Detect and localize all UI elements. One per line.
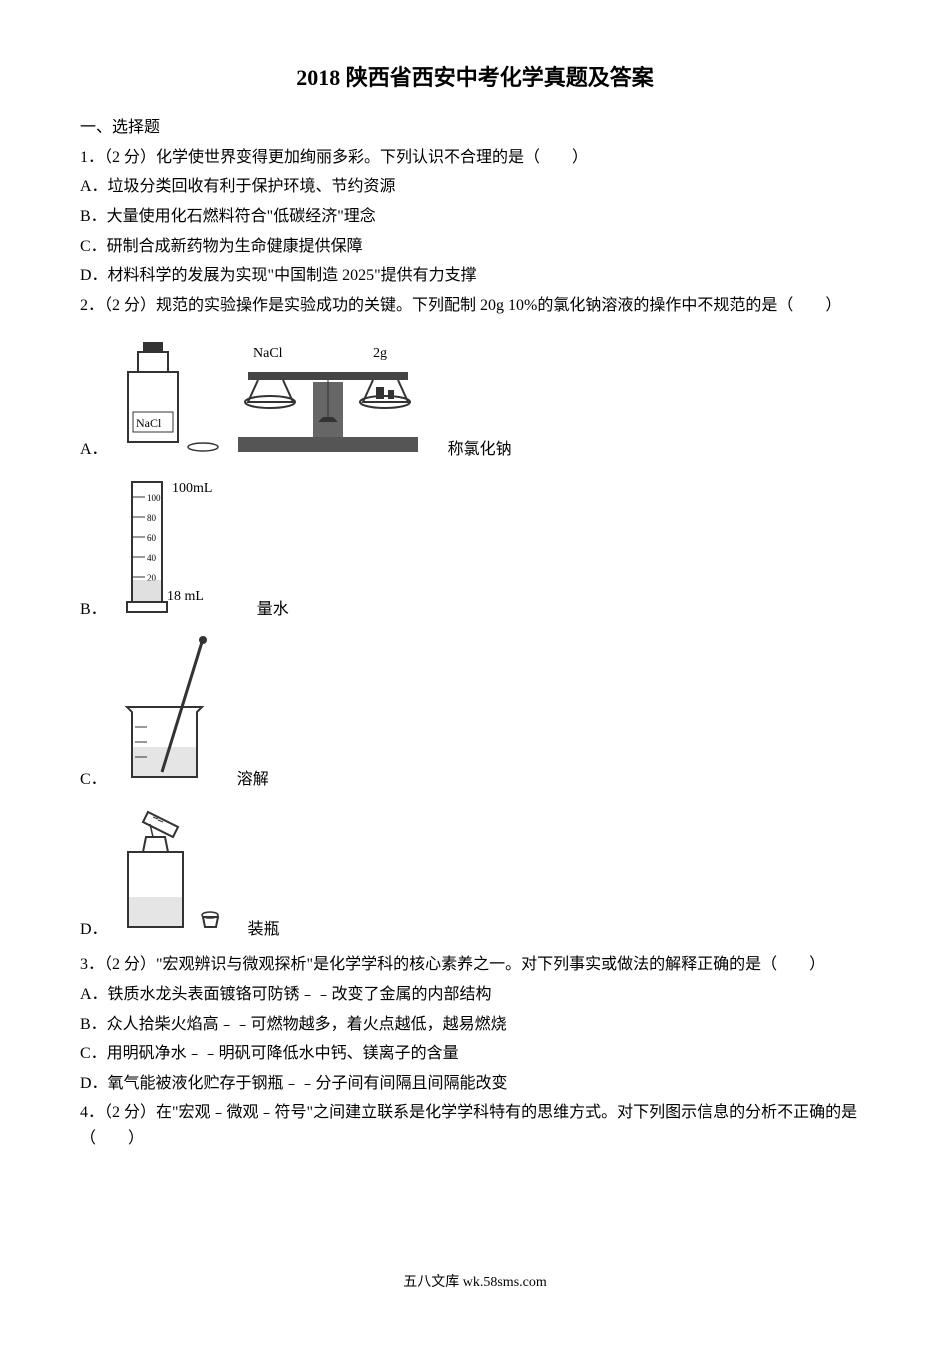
tick-80: 80 <box>147 513 157 523</box>
beaker-diagram-icon <box>117 632 227 792</box>
q3-stem: 3．（2 分）"宏观辨识与微观探析"是化学学科的核心素养之一。对下列事实或做法的… <box>80 952 870 978</box>
q1-opt-c: C．研制合成新药物为生命健康提供保障 <box>80 234 870 260</box>
tick-100: 100 <box>147 493 161 503</box>
q1-opt-d: D．材料科学的发展为实现"中国制造 2025"提供有力支撑 <box>80 263 870 289</box>
q1-stem: 1．（2 分）化学使世界变得更加绚丽多彩。下列认识不合理的是（ ） <box>80 145 870 171</box>
page-title: 2018 陕西省西安中考化学真题及答案 <box>80 60 870 95</box>
balance-diagram-icon: NaCl NaCl 2g <box>118 322 438 462</box>
q3-opt-d: D．氧气能被液化贮存于钢瓶﹣﹣分子间有间隔且间隔能改变 <box>80 1071 870 1097</box>
section-header: 一、选择题 <box>80 115 870 141</box>
q3-opt-c: C．用明矾净水﹣﹣明矾可降低水中钙、镁离子的含量 <box>80 1041 870 1067</box>
tick-40: 40 <box>147 553 157 563</box>
cylinder-reading: 18 mL <box>167 589 204 604</box>
q2-opt-d-row: D． 装瓶 <box>80 802 870 942</box>
q2-opt-a-label: A． <box>80 437 108 463</box>
q3-opt-b: B．众人拾柴火焰高﹣﹣可燃物越多，着火点越低，越易燃烧 <box>80 1012 870 1038</box>
page-footer: 五八文库 wk.58sms.com <box>80 1272 870 1294</box>
q2-opt-d-label: D． <box>80 917 108 943</box>
q2-stem: 2．（2 分）规范的实验操作是实验成功的关键。下列配制 20g 10%的氯化钠溶… <box>80 293 870 319</box>
q1-opt-a: A．垃圾分类回收有利于保护环境、节约资源 <box>80 174 870 200</box>
q4-stem: 4．（2 分）在"宏观﹣微观﹣符号"之间建立联系是化学学科特有的思维方式。对下列… <box>80 1100 870 1151</box>
q2-opt-c-label: C． <box>80 767 107 793</box>
mass-label: 2g <box>373 346 387 361</box>
nacl-label: NaCl <box>253 346 283 361</box>
q2-opt-c-row: C． 溶解 <box>80 632 870 792</box>
q2-opt-b-label: B． <box>80 597 107 623</box>
q2-opt-d-text: 装瓶 <box>248 917 280 943</box>
q2-opt-b-row: B． 100mL 100 80 60 40 20 18 mL 量水 <box>80 472 870 622</box>
q2-opt-a-row: A． NaCl NaCl 2g 称氯化钠 <box>80 322 870 462</box>
q3-opt-a: A．铁质水龙头表面镀铬可防锈﹣﹣改变了金属的内部结构 <box>80 982 870 1008</box>
bottle-label: NaCl <box>136 416 162 430</box>
tick-60: 60 <box>147 533 157 543</box>
cylinder-capacity: 100mL <box>172 481 212 496</box>
cylinder-diagram-icon: 100mL 100 80 60 40 20 18 mL <box>117 472 247 622</box>
q2-opt-b-text: 量水 <box>257 597 289 623</box>
q1-opt-b: B．大量使用化石燃料符合"低碳经济"理念 <box>80 204 870 230</box>
q2-opt-a-text: 称氯化钠 <box>448 437 512 463</box>
bottling-diagram-icon <box>118 802 238 942</box>
q2-opt-c-text: 溶解 <box>237 767 269 793</box>
